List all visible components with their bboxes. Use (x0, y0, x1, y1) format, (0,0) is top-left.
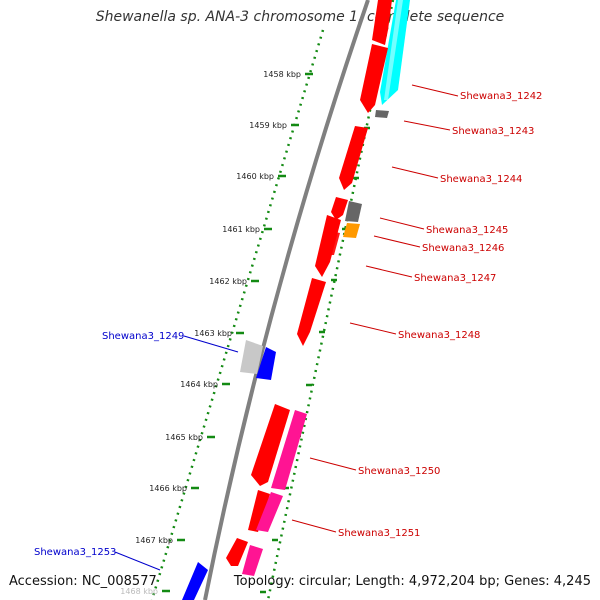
scale-tick-label: 1458 kbp (263, 70, 301, 79)
scale-tick-labels: 1458 kbp 1459 kbp 1460 kbp 1461 kbp 1462 kbp… (120, 70, 301, 596)
outer-track-marks (260, 76, 380, 594)
scale-ticks (162, 72, 313, 593)
gene-1242-cyan-shade (384, 0, 403, 100)
gene-1247b[interactable] (322, 230, 340, 255)
label-1250[interactable]: Shewana3_1250 (358, 466, 440, 477)
scale-tick-label: 1461 kbp (222, 225, 260, 234)
gene-red-1245a[interactable] (331, 197, 348, 220)
scale-tick-label: 1467 kbp (135, 536, 173, 545)
gene-1246[interactable] (343, 223, 360, 238)
label-1251[interactable]: Shewana3_1251 (338, 528, 420, 539)
gene-1250-pink[interactable] (271, 410, 307, 490)
label-1247[interactable]: Shewana3_1247 (414, 273, 496, 284)
scale-tick-label: 1465 kbp (165, 433, 203, 442)
inner-dotted-track (150, 29, 325, 600)
gene-1251-red[interactable] (248, 490, 270, 532)
topology-text: Topology: circular; Length: 4,972,204 bp… (233, 574, 591, 589)
scale-tick-label: 1466 kbp (149, 484, 187, 493)
gene-1249-gray[interactable] (240, 340, 263, 374)
label-leaders (114, 84, 459, 571)
scale-tick-label: 1462 kbp (209, 277, 247, 286)
label-1244[interactable]: Shewana3_1244 (440, 174, 522, 185)
scale-tick-label: 1468 kbp (120, 587, 158, 596)
gene-1253[interactable] (182, 562, 208, 600)
gene-1249-blue[interactable] (256, 347, 276, 380)
scale-tick-label: 1464 kbp (180, 380, 218, 389)
chromosome-backbone (203, 0, 370, 600)
gene-1242-cyan[interactable] (380, 0, 410, 105)
scale-tick-label: 1459 kbp (249, 121, 287, 130)
gene-1242-red[interactable] (360, 44, 388, 113)
label-1249[interactable]: Shewana3_1249 (102, 331, 184, 342)
gene-1251-pink[interactable] (256, 492, 283, 532)
label-1243[interactable]: Shewana3_1243 (452, 126, 534, 137)
gene-1245[interactable] (345, 201, 362, 222)
label-1245[interactable]: Shewana3_1245 (426, 225, 508, 236)
label-1253[interactable]: Shewana3_1253 (34, 547, 116, 558)
label-1248[interactable]: Shewana3_1248 (398, 330, 480, 341)
accession-text: Accession: NC_008577 (9, 574, 157, 589)
gene-top-red[interactable] (372, 0, 392, 45)
label-1246[interactable]: Shewana3_1246 (422, 243, 504, 254)
gene-1244[interactable] (339, 126, 368, 190)
gene-1250-red[interactable] (251, 404, 290, 486)
gene-lower-pink[interactable] (242, 545, 263, 576)
scale-tick-label: 1463 kbp (194, 329, 232, 338)
gene-labels: Shewana3_1242 Shewana3_1243 Shewana3_124… (34, 91, 542, 558)
gene-1243[interactable] (375, 110, 389, 118)
label-1242[interactable]: Shewana3_1242 (460, 91, 542, 102)
gene-1248[interactable] (297, 278, 326, 346)
scale-tick-label: 1460 kbp (236, 172, 274, 181)
gene-lower-red[interactable] (226, 538, 248, 566)
gene-features (182, 0, 410, 600)
